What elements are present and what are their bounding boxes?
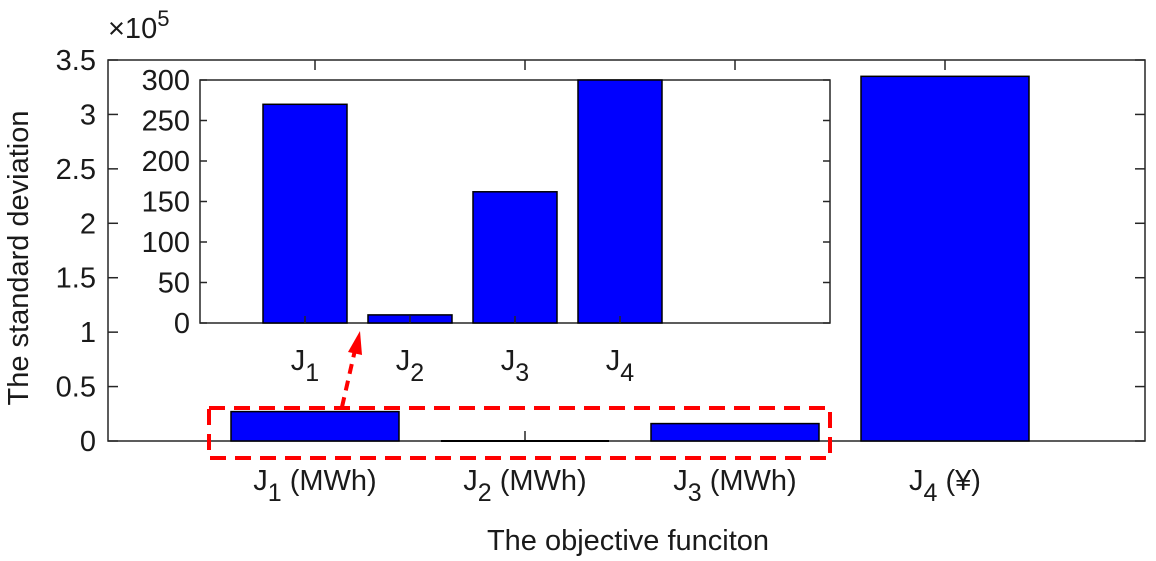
inset-x-tick-label: J4 [606, 345, 635, 387]
exponent-label: ×105 [108, 6, 169, 45]
highlight-arrow-head [348, 331, 362, 355]
inset-y-tick-label: 100 [142, 227, 190, 259]
y-tick-label: 2.5 [56, 154, 96, 186]
inset-x-tick-label: J1 [291, 345, 319, 387]
inset-bar [577, 79, 663, 324]
inset-x-tick-label: J3 [501, 345, 529, 387]
highlight-box [207, 406, 832, 460]
highlight-annotation [207, 331, 832, 460]
y-axis-label: The standard deviation [3, 110, 35, 405]
inset-y-tick-label: 0 [174, 308, 190, 340]
inset-bar [472, 191, 558, 324]
y-tick-label: 1.5 [56, 263, 96, 295]
x-tick-label: J1 (MWh) [253, 465, 376, 507]
y-tick-label: 1 [80, 317, 96, 349]
inset-y-tick-label: 300 [142, 65, 190, 97]
x-tick-label: J4 (¥) [909, 465, 981, 507]
main-bars [230, 75, 1030, 442]
bar [860, 75, 1030, 442]
y-tick-label: 0 [80, 426, 96, 458]
inset-y-tick-label: 150 [142, 187, 190, 219]
x-axis-label: The objective funciton [487, 525, 769, 557]
bar [230, 410, 400, 442]
main-plot-frame [107, 59, 1146, 442]
y-tick-label: 0.5 [56, 372, 96, 404]
y-tick-label: 3 [80, 99, 96, 131]
inset-bar [262, 103, 348, 324]
highlight-arrow-line [340, 349, 357, 408]
main-axes: 0 0.5 1 1.5 2 2.5 3 3.5 J1 (MWh) J2 (MWh) J3 (MWh)… [56, 45, 1146, 507]
y-tick-label: 2 [80, 208, 96, 240]
y-tick-label: 3.5 [56, 45, 96, 77]
x-tick-label: J2 (MWh) [463, 465, 586, 507]
inset-x-tick-label: J2 [396, 345, 424, 387]
inset-y-tick-label: 200 [142, 146, 190, 178]
inset-y-tick-label: 250 [142, 106, 190, 138]
inset-y-tick-label: 50 [158, 268, 190, 300]
inset-chart: 0 50 100 150 200 250 300 J1 J2 J3 J4 [142, 65, 831, 387]
bar [650, 422, 820, 442]
x-tick-label: J3 (MWh) [673, 465, 796, 507]
